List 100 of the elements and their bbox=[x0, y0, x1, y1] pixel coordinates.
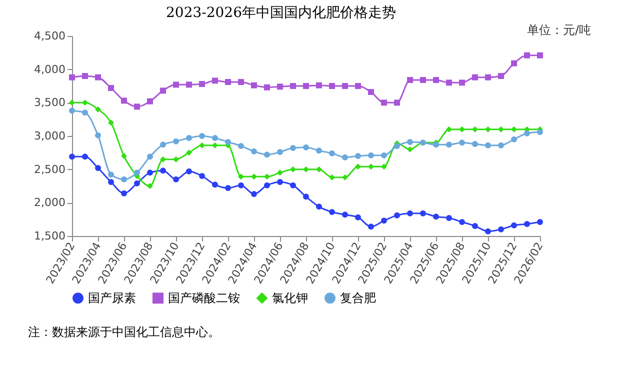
point bbox=[160, 168, 166, 174]
point bbox=[225, 139, 231, 145]
point bbox=[368, 152, 374, 158]
point bbox=[212, 142, 218, 148]
point bbox=[459, 126, 465, 132]
point bbox=[160, 156, 166, 162]
point bbox=[134, 170, 140, 176]
point bbox=[69, 74, 75, 80]
point bbox=[368, 224, 374, 230]
point bbox=[212, 135, 218, 141]
point bbox=[303, 144, 309, 150]
y-tick-label: 2,000 bbox=[34, 196, 66, 210]
point bbox=[199, 142, 205, 148]
chart-title: 2023-2026年中国国内化肥价格走势 bbox=[166, 5, 396, 21]
point bbox=[316, 204, 322, 210]
y-tick-label: 4,500 bbox=[34, 30, 66, 42]
point bbox=[108, 85, 114, 91]
point bbox=[108, 172, 114, 178]
point bbox=[134, 180, 140, 186]
point bbox=[108, 120, 114, 126]
point bbox=[121, 176, 127, 182]
point bbox=[160, 142, 166, 148]
point bbox=[498, 126, 504, 132]
point bbox=[537, 219, 543, 225]
text: 注：数据来源于中国化工信息中心。 bbox=[28, 325, 220, 339]
point bbox=[342, 83, 348, 89]
point bbox=[342, 212, 348, 218]
point bbox=[472, 126, 478, 132]
point bbox=[368, 164, 374, 170]
point bbox=[407, 77, 413, 83]
point bbox=[95, 106, 101, 112]
point bbox=[82, 73, 88, 79]
point bbox=[329, 83, 335, 89]
point bbox=[355, 164, 361, 170]
point bbox=[277, 84, 283, 90]
point bbox=[108, 179, 114, 185]
legend-label: 复合肥 bbox=[340, 291, 376, 306]
point bbox=[264, 152, 270, 158]
point bbox=[407, 210, 413, 216]
point bbox=[329, 209, 335, 215]
point bbox=[498, 142, 504, 148]
point bbox=[498, 73, 504, 79]
point bbox=[303, 83, 309, 89]
point bbox=[394, 100, 400, 106]
y-tick-label: 3,500 bbox=[34, 96, 66, 110]
point bbox=[459, 80, 465, 86]
point bbox=[485, 142, 491, 148]
point bbox=[316, 166, 322, 172]
point bbox=[277, 149, 283, 155]
point bbox=[264, 174, 270, 180]
point bbox=[69, 108, 75, 114]
point bbox=[82, 154, 88, 160]
point bbox=[82, 100, 88, 106]
point bbox=[82, 110, 88, 116]
point bbox=[485, 126, 491, 132]
legend-label: 国产尿素 bbox=[88, 291, 136, 306]
point bbox=[355, 214, 361, 220]
point bbox=[264, 84, 270, 90]
point bbox=[290, 83, 296, 89]
legend-label: 氯化钾 bbox=[272, 291, 308, 306]
point bbox=[472, 141, 478, 147]
point bbox=[95, 132, 101, 138]
point bbox=[147, 98, 153, 104]
point bbox=[511, 136, 517, 142]
point bbox=[303, 166, 309, 172]
point bbox=[173, 82, 179, 88]
point bbox=[173, 176, 179, 182]
point bbox=[212, 78, 218, 84]
point bbox=[186, 82, 192, 88]
point bbox=[329, 150, 335, 156]
point bbox=[277, 179, 283, 185]
point bbox=[238, 182, 244, 188]
point bbox=[290, 182, 296, 188]
point bbox=[446, 215, 452, 221]
point bbox=[420, 77, 426, 83]
point bbox=[199, 173, 205, 179]
point bbox=[446, 80, 452, 86]
point bbox=[355, 83, 361, 89]
chart-subtitle: 单位：元/吨 bbox=[526, 23, 591, 37]
point bbox=[147, 154, 153, 160]
point bbox=[355, 153, 361, 159]
point bbox=[95, 74, 101, 80]
point bbox=[511, 126, 517, 132]
point bbox=[147, 183, 153, 189]
point bbox=[459, 140, 465, 146]
point bbox=[342, 174, 348, 180]
point bbox=[290, 145, 296, 151]
point bbox=[238, 143, 244, 149]
point bbox=[485, 74, 491, 80]
y-tick-label: 3,000 bbox=[34, 130, 66, 142]
point bbox=[251, 148, 257, 154]
point bbox=[238, 174, 244, 180]
point bbox=[342, 154, 348, 160]
point bbox=[485, 228, 491, 234]
point bbox=[381, 164, 387, 170]
point bbox=[433, 77, 439, 83]
point bbox=[316, 148, 322, 154]
point bbox=[498, 226, 504, 232]
point bbox=[511, 222, 517, 228]
point bbox=[173, 156, 179, 162]
